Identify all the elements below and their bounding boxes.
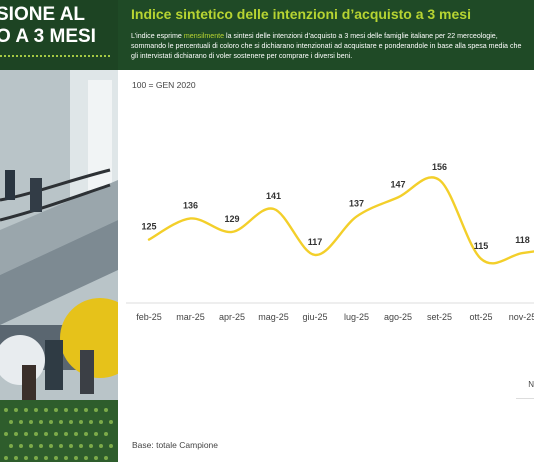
- legend-stub: N: [516, 380, 534, 399]
- header-bar: [118, 0, 534, 70]
- x-tick-giu-25: giu-25: [302, 312, 327, 322]
- base-note: Base: totale Campione: [132, 440, 218, 450]
- chart-panel: 100 = GEN 2020 125 136 129 141 117 137 147 156 1…: [118, 70, 534, 462]
- desc-part1: L’indice esprime: [131, 32, 184, 40]
- cover-title-line2: O A 3 MESI: [0, 26, 96, 47]
- data-label-feb-25: 125: [141, 222, 156, 232]
- cover-title-line1: SIONE AL: [0, 4, 86, 25]
- x-tick-apr-25: apr-25: [219, 312, 245, 322]
- data-label-mag-25: 141: [266, 191, 281, 201]
- x-tick-feb-25: feb-25: [136, 312, 162, 322]
- x-tick-mag-25: mag-25: [258, 312, 289, 322]
- data-label-mar-25: 136: [183, 200, 198, 210]
- index-base-label: 100 = GEN 2020: [132, 80, 196, 90]
- data-label-set-25: 156: [432, 162, 447, 172]
- data-label-apr-25: 129: [224, 214, 239, 224]
- data-label-ott-25: 115: [474, 241, 489, 251]
- escalator-photo-illustration: [0, 70, 118, 462]
- chart-description: L’indice esprime mensilmente la sintesi …: [131, 32, 526, 61]
- x-tick-lug-25: lug-25: [344, 312, 369, 322]
- data-label-nov-25: 118: [515, 235, 530, 245]
- data-label-ago-25: 147: [390, 179, 405, 189]
- x-tick-nov-25: nov-25: [509, 312, 534, 322]
- cover-dotted-divider: [0, 55, 110, 57]
- x-tick-set-25: set-25: [427, 312, 452, 322]
- x-tick-ott-25: ott-25: [469, 312, 492, 322]
- data-label-lug-25: 137: [349, 199, 364, 209]
- chart-title: Indice sintetico delle intenzioni d’acqu…: [131, 6, 471, 22]
- x-tick-mar-25: mar-25: [176, 312, 205, 322]
- x-tick-ago-25: ago-25: [384, 312, 412, 322]
- data-label-giu-25: 117: [308, 237, 323, 247]
- desc-highlight: mensilmente: [183, 32, 225, 40]
- escalator-photo: [0, 70, 118, 462]
- line-chart: 125 136 129 141 117 137 147 156 115 118 feb-25 mar-…: [126, 162, 534, 322]
- desc-part2: la sintesi delle intenzioni d’acquisto a…: [131, 32, 522, 60]
- left-cover-panel: SIONE AL O A 3 MESI: [0, 0, 118, 462]
